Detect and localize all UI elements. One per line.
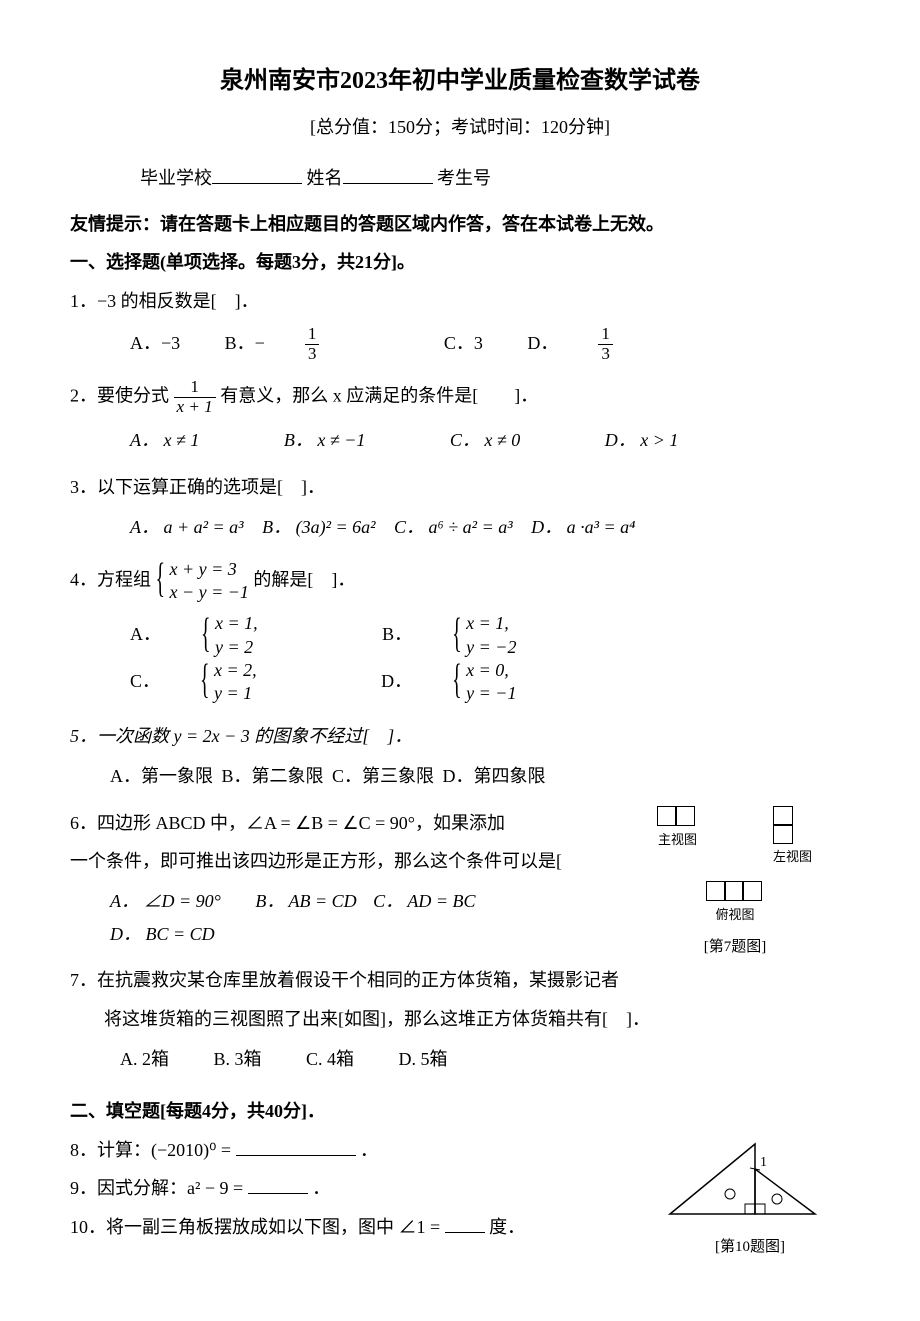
sys-row: x = 1, bbox=[466, 612, 516, 635]
q1-b-pre: B．− bbox=[225, 327, 265, 359]
figure-caption: [第10题图] bbox=[650, 1234, 850, 1261]
hint: 友情提示：请在答题卡上相应题目的答题区域内作答，答在本试卷上无效。 bbox=[70, 208, 850, 240]
q5-c[interactable]: C．第三象限 bbox=[332, 760, 434, 792]
q4-options: A．x = 1,y = 2 B．x = 1,y = −2 C．x = 2,y =… bbox=[70, 612, 850, 706]
q2-b[interactable]: B． x ≠ −1 bbox=[284, 424, 366, 456]
q3-d[interactable]: D． a ·a³ = a⁴ bbox=[531, 511, 635, 543]
q5-a[interactable]: A．第一象限 bbox=[110, 760, 213, 792]
sys-row: y = 1 bbox=[214, 682, 257, 705]
q3-b[interactable]: B． (3a)² = 6a² bbox=[262, 511, 375, 543]
q4-b: 的解是[ ]． bbox=[253, 569, 355, 589]
q3-a[interactable]: A． a + a² = a³ bbox=[130, 511, 244, 543]
frac-den: 3 bbox=[598, 345, 613, 364]
q9-blank[interactable] bbox=[248, 1173, 308, 1194]
subtitle: [总分值：150分；考试时间：120分钟] bbox=[70, 111, 850, 143]
q2-options: A． x ≠ 1 B． x ≠ −1 C． x ≠ 0 D． x > 1 bbox=[70, 424, 850, 456]
svg-text:1: 1 bbox=[760, 1155, 767, 1170]
q5-b[interactable]: B．第二象限 bbox=[222, 760, 324, 792]
q4-a[interactable]: A． x = 1,y = 2 bbox=[130, 612, 338, 659]
q10-pre: 10．将一副三角板摆放成如以下图，图中 ∠1 = bbox=[70, 1217, 440, 1237]
q2-c[interactable]: C． x ≠ 0 bbox=[450, 424, 520, 456]
q1-b[interactable]: B．− 13 bbox=[225, 325, 400, 364]
school-blank[interactable] bbox=[212, 163, 302, 184]
q4-c[interactable]: C． x = 2,y = 1 bbox=[130, 659, 337, 706]
sys-row: x − y = −1 bbox=[170, 581, 249, 604]
opt-label: C． bbox=[130, 665, 160, 697]
q8-post: ． bbox=[360, 1140, 378, 1160]
q4-b[interactable]: B． x = 1,y = −2 bbox=[382, 612, 596, 659]
q7-options: A. 2箱 B. 3箱 C. 4箱 D. 5箱 bbox=[70, 1043, 850, 1075]
q6-d[interactable]: D． BC = CD bbox=[110, 918, 215, 950]
q7-d[interactable]: D. 5箱 bbox=[399, 1043, 448, 1075]
opt-label: D． bbox=[381, 665, 412, 697]
view-label: 主视图 bbox=[658, 828, 697, 851]
school-label: 毕业学校 bbox=[140, 168, 212, 188]
q8-pre: 8．计算：(−2010)⁰ = bbox=[70, 1140, 231, 1160]
frac-den: 3 bbox=[305, 345, 320, 364]
q3-c[interactable]: C． a⁶ ÷ a² = a³ bbox=[394, 511, 513, 543]
q2-a[interactable]: A． x ≠ 1 bbox=[130, 424, 199, 456]
q7-a[interactable]: A. 2箱 bbox=[120, 1043, 169, 1075]
q7-c[interactable]: C. 4箱 bbox=[306, 1043, 354, 1075]
q10-post: 度． bbox=[489, 1217, 525, 1237]
sys-row: y = 2 bbox=[215, 636, 258, 659]
q5-d[interactable]: D．第四象限 bbox=[443, 760, 546, 792]
student-header: 毕业学校 姓名 考生号 bbox=[70, 162, 850, 194]
frac-den: x + 1 bbox=[174, 398, 216, 417]
q6-a[interactable]: A． ∠D = 90° bbox=[110, 885, 221, 917]
q7-line1: 7．在抗震救灾某仓库里放着假设干个相同的正方体货箱，某摄影记者 bbox=[70, 964, 850, 996]
q1-stem: 1．−3 的相反数是[ ]． bbox=[70, 285, 850, 317]
sys-row: x = 0, bbox=[466, 659, 516, 682]
name-blank[interactable] bbox=[343, 163, 433, 184]
section-2-head: 二、填空题[每题4分，共40分]． bbox=[70, 1095, 850, 1127]
q9-pre: 9．因式分解：a² − 9 = bbox=[70, 1178, 243, 1198]
q1-d-pre: D． bbox=[527, 327, 558, 359]
top-view: 俯视图 bbox=[620, 882, 850, 926]
q1-options: A．−3 B．−13 C．3 D．13 bbox=[70, 325, 850, 364]
q2-d[interactable]: D． x > 1 bbox=[605, 424, 679, 456]
section-1-head: 一、选择题(单项选择。每题3分，共21分]。 bbox=[70, 246, 850, 278]
q10-figure: 1 [第10题图] bbox=[650, 1134, 850, 1261]
main-view: 主视图 bbox=[658, 807, 697, 868]
sys-row: x = 1, bbox=[215, 612, 258, 635]
q7-line2: 将这堆货箱的三视图照了出来[如图]，那么这堆正方体货箱共有[ ]． bbox=[70, 1003, 850, 1035]
q9-post: ． bbox=[312, 1178, 330, 1198]
sys-row: y = −1 bbox=[466, 682, 516, 705]
q1-c[interactable]: C．3 bbox=[444, 327, 483, 359]
q1-d[interactable]: D． 13 bbox=[527, 325, 693, 364]
frac-num: 1 bbox=[598, 325, 613, 345]
q10-blank[interactable] bbox=[445, 1212, 485, 1233]
q2-a: 2．要使分式 bbox=[70, 385, 169, 405]
sys-row: x = 2, bbox=[214, 659, 257, 682]
q6-b[interactable]: B． AB = CD bbox=[255, 885, 356, 917]
q5-options: A．第一象限 B．第二象限 C．第三象限 D．第四象限 bbox=[70, 760, 850, 792]
q7-b[interactable]: B. 3箱 bbox=[214, 1043, 262, 1075]
q4-stem: 4．方程组 x + y = 3x − y = −1 的解是[ ]． bbox=[70, 558, 850, 605]
q8-blank[interactable] bbox=[236, 1135, 356, 1156]
figure-caption: [第7题图] bbox=[620, 934, 850, 961]
id-label: 考生号 bbox=[437, 168, 491, 188]
q6-c[interactable]: C． AD = BC bbox=[373, 885, 475, 917]
q2-b: 有意义，那么 x 应满足的条件是[ ]． bbox=[220, 385, 538, 405]
q2-stem: 2．要使分式 1x + 1 有意义，那么 x 应满足的条件是[ ]． bbox=[70, 378, 850, 417]
q1-a[interactable]: A．−3 bbox=[130, 327, 180, 359]
opt-label: A． bbox=[130, 618, 161, 650]
sys-row: y = −2 bbox=[466, 636, 516, 659]
frac-num: 1 bbox=[305, 325, 320, 345]
q4-d[interactable]: D． x = 0,y = −1 bbox=[381, 659, 596, 706]
name-label: 姓名 bbox=[307, 168, 343, 188]
left-view: 左视图 bbox=[773, 807, 812, 868]
q5-stem: 5．一次函数 y = 2x − 3 的图象不经过[ ]． bbox=[70, 720, 850, 752]
opt-label: B． bbox=[382, 618, 412, 650]
q3-options: A． a + a² = a³ B． (3a)² = 6a² C． a⁶ ÷ a²… bbox=[70, 511, 850, 543]
sys-row: x + y = 3 bbox=[170, 558, 249, 581]
q4-a: 4．方程组 bbox=[70, 569, 151, 589]
page-title: 泉州南安市2023年初中学业质量检查数学试卷 bbox=[70, 60, 850, 103]
q3-stem: 3．以下运算正确的选项是[ ]． bbox=[70, 471, 850, 503]
view-label: 左视图 bbox=[773, 845, 812, 868]
view-label: 俯视图 bbox=[620, 903, 850, 926]
three-view-figure: 主视图 左视图 俯视图 [第7题图] bbox=[620, 807, 850, 962]
frac-num: 1 bbox=[174, 378, 216, 398]
